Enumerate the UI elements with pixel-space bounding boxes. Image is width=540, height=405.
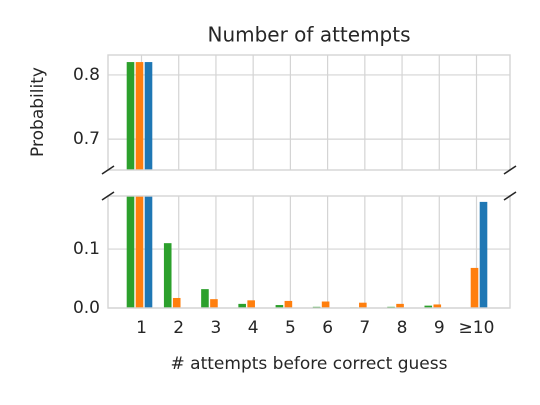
bar xyxy=(126,196,135,308)
x-tick-label: 2 xyxy=(173,318,184,338)
bar xyxy=(284,300,293,308)
upper-frame xyxy=(107,54,511,171)
x-tick-label: 1 xyxy=(136,318,147,338)
y-tick-label: 0.8 xyxy=(73,65,100,85)
bar xyxy=(247,300,255,308)
y-tick-label: 0.7 xyxy=(73,129,100,149)
break-mark xyxy=(101,191,115,201)
bar xyxy=(144,62,153,170)
bar xyxy=(172,297,181,308)
bar xyxy=(126,62,135,170)
break-mark xyxy=(101,165,115,175)
bar xyxy=(433,304,442,308)
bar xyxy=(163,243,172,308)
x-tick-label: ≥10 xyxy=(459,318,495,338)
bar xyxy=(321,301,330,308)
bar xyxy=(135,196,144,308)
bar xyxy=(135,62,144,170)
break-mark xyxy=(503,165,517,175)
bar xyxy=(275,305,284,308)
break-mark xyxy=(503,191,517,201)
bar xyxy=(238,303,246,308)
bars-upper xyxy=(126,62,153,170)
bar xyxy=(210,299,218,308)
lower-frame xyxy=(107,195,511,309)
chart-title: Number of attempts xyxy=(207,23,410,47)
x-axis-title: # attempts before correct guess xyxy=(171,354,448,374)
x-tick-label: 5 xyxy=(285,318,296,338)
bar xyxy=(201,289,209,308)
x-tick-label: 8 xyxy=(397,318,408,338)
bar xyxy=(424,305,433,308)
bar xyxy=(479,201,488,308)
x-tick-label: 3 xyxy=(211,318,222,338)
bars-lower xyxy=(126,196,488,308)
bar xyxy=(144,196,153,308)
y-axis-title: Probability xyxy=(28,67,48,157)
x-tick-label: 9 xyxy=(434,318,445,338)
x-tick-label: 7 xyxy=(359,318,370,338)
bar xyxy=(359,302,367,308)
y-tick-label: 0.1 xyxy=(73,239,100,259)
x-tick-label: 6 xyxy=(322,318,333,338)
x-tick-label: 4 xyxy=(248,318,259,338)
y-tick-label: 0.0 xyxy=(73,298,100,318)
bar xyxy=(470,267,479,308)
bar xyxy=(396,303,404,308)
